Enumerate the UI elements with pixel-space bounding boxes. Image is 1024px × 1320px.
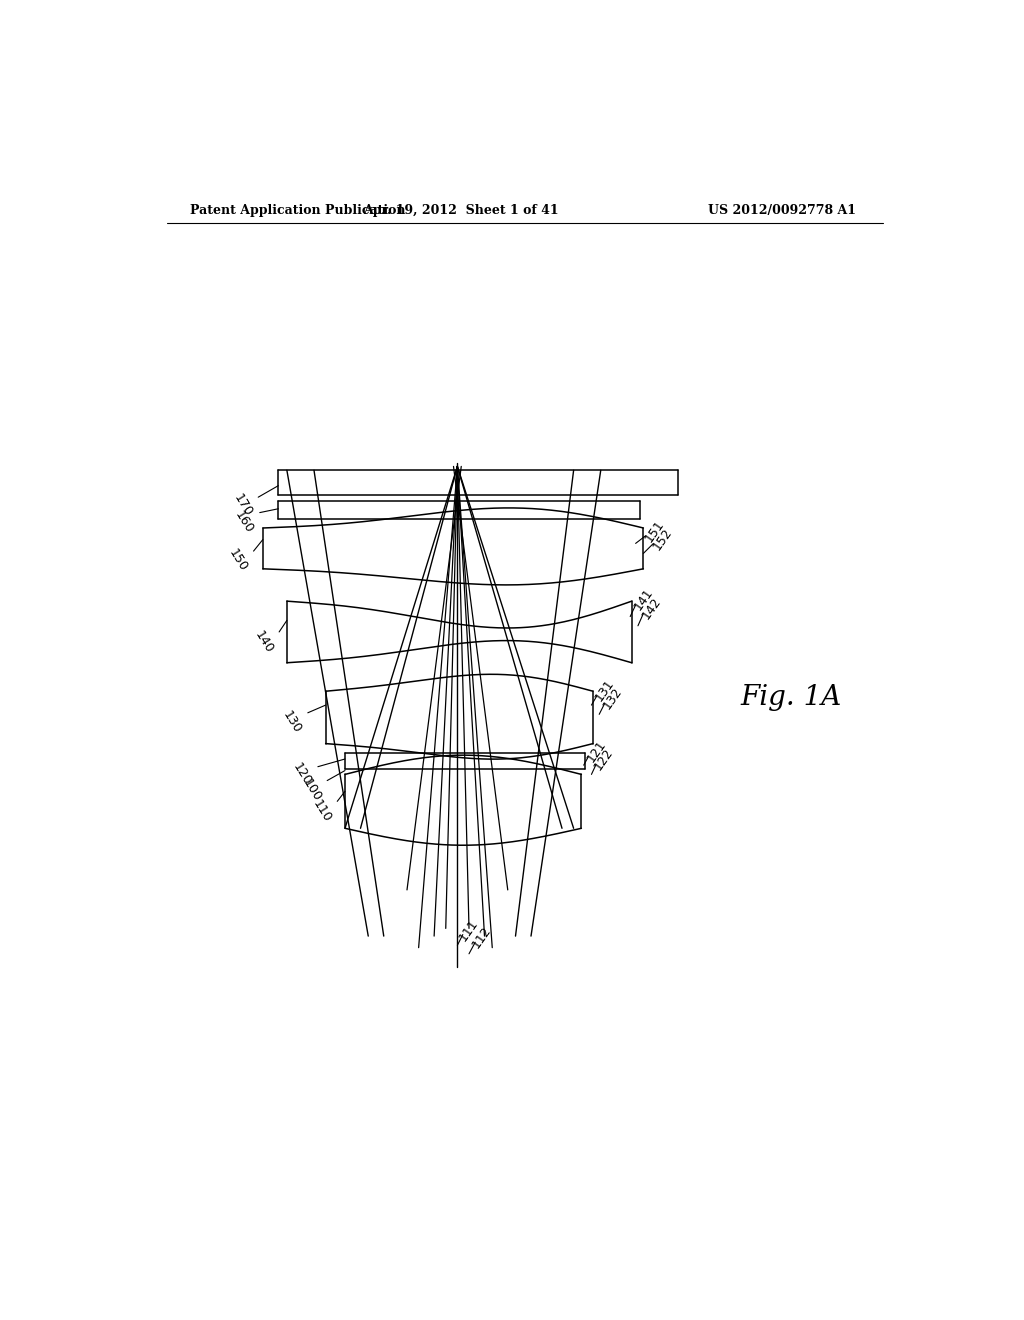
Text: 150: 150 (226, 546, 250, 574)
Text: 170: 170 (230, 491, 255, 519)
Text: US 2012/0092778 A1: US 2012/0092778 A1 (709, 205, 856, 218)
Text: 110: 110 (310, 797, 334, 825)
Text: Patent Application Publication: Patent Application Publication (190, 205, 406, 218)
Text: 112: 112 (469, 924, 494, 950)
Text: Apr. 19, 2012  Sheet 1 of 41: Apr. 19, 2012 Sheet 1 of 41 (364, 205, 559, 218)
Text: 120: 120 (291, 760, 314, 788)
Text: 141: 141 (631, 586, 655, 612)
Text: 100: 100 (300, 776, 324, 804)
Text: 111: 111 (457, 916, 481, 944)
Text: 122: 122 (592, 746, 616, 772)
Text: 132: 132 (600, 685, 625, 711)
Text: 151: 151 (643, 517, 667, 545)
Text: Fig. 1A: Fig. 1A (740, 684, 842, 711)
Text: 121: 121 (584, 738, 608, 764)
Text: 130: 130 (281, 709, 304, 735)
Text: 140: 140 (252, 628, 275, 656)
Text: 160: 160 (232, 508, 256, 536)
Text: 152: 152 (650, 525, 675, 552)
Text: 131: 131 (593, 677, 616, 704)
Text: 142: 142 (639, 595, 664, 622)
